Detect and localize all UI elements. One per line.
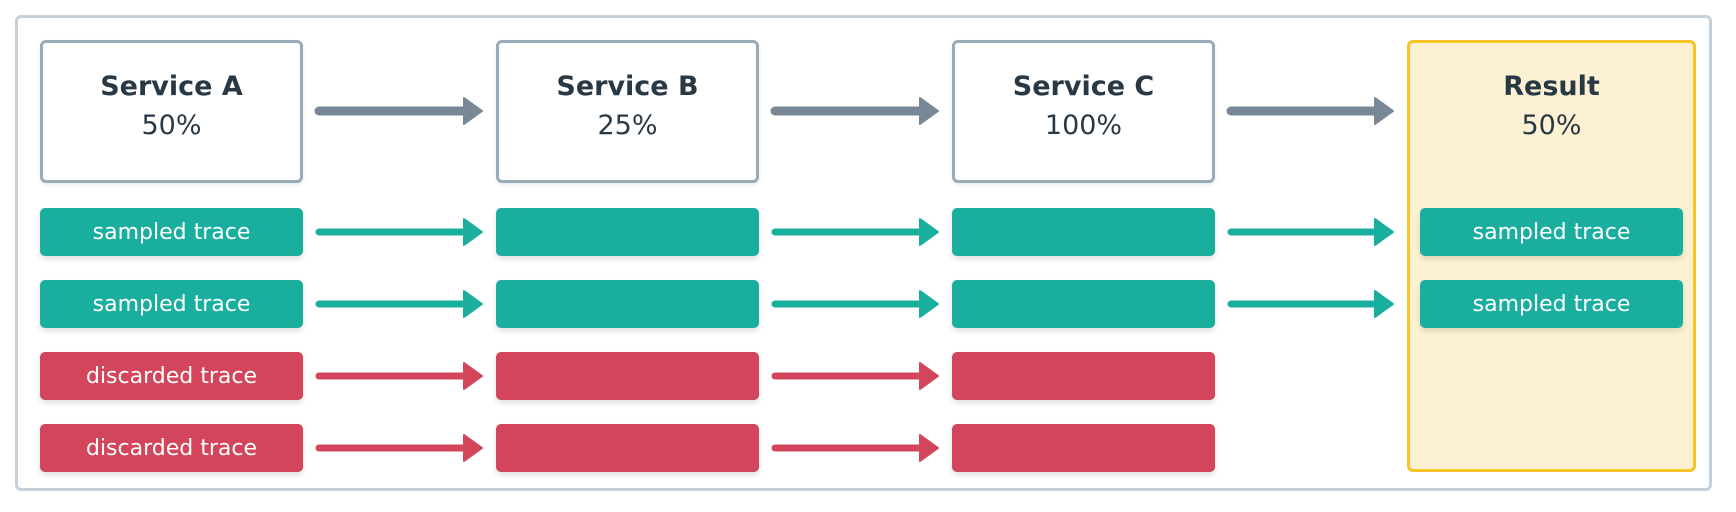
service-sample-rate: 50% [141, 110, 202, 141]
sampled-trace-arrow [1227, 290, 1394, 318]
discarded-trace-bar [496, 352, 759, 400]
result-box: Result 50% [1407, 40, 1696, 472]
sampled-trace-bar: sampled trace [40, 280, 303, 328]
discarded-trace-bar [496, 424, 759, 472]
trace-label: sampled trace [92, 291, 251, 317]
result-sample-rate: 50% [1521, 110, 1582, 141]
sampled-trace-arrow [315, 290, 483, 318]
service-title: Service C [1012, 71, 1155, 102]
discarded-trace-bar [952, 424, 1215, 472]
result-sampled-trace-bar: sampled trace [1420, 280, 1683, 328]
service-flow-arrow [770, 97, 939, 125]
service-b-box: Service B 25% [496, 40, 759, 183]
sampled-trace-arrow [315, 218, 483, 246]
discarded-trace-arrow [771, 362, 939, 390]
discarded-trace-arrow [315, 362, 483, 390]
service-sample-rate: 25% [597, 110, 658, 141]
sampled-trace-bar [952, 280, 1215, 328]
result-sampled-trace-bar: sampled trace [1420, 208, 1683, 256]
trace-label: discarded trace [85, 435, 257, 461]
sampled-trace-bar [496, 208, 759, 256]
service-c-box: Service C 100% [952, 40, 1215, 183]
service-sample-rate: 100% [1044, 110, 1123, 141]
diagram-frame [15, 15, 1712, 491]
result-title: Result [1503, 71, 1600, 102]
service-flow-arrow [314, 97, 483, 125]
discarded-trace-bar [952, 352, 1215, 400]
sampled-trace-arrow [771, 290, 939, 318]
sampled-trace-bar: sampled trace [40, 208, 303, 256]
service-flow-arrow [1226, 97, 1394, 125]
sampled-trace-arrow [1227, 218, 1394, 246]
service-title: Service A [100, 71, 243, 102]
sampled-trace-bar [952, 208, 1215, 256]
sampled-trace-bar [496, 280, 759, 328]
trace-label: sampled trace [1472, 291, 1631, 317]
trace-label: sampled trace [1472, 219, 1631, 245]
discarded-trace-arrow [315, 434, 483, 462]
service-a-box: Service A 50% [40, 40, 303, 183]
service-title: Service B [556, 71, 699, 102]
discarded-trace-bar: discarded trace [40, 424, 303, 472]
trace-label: sampled trace [92, 219, 251, 245]
discarded-trace-arrow [771, 434, 939, 462]
sampled-trace-arrow [771, 218, 939, 246]
discarded-trace-bar: discarded trace [40, 352, 303, 400]
trace-label: discarded trace [85, 363, 257, 389]
